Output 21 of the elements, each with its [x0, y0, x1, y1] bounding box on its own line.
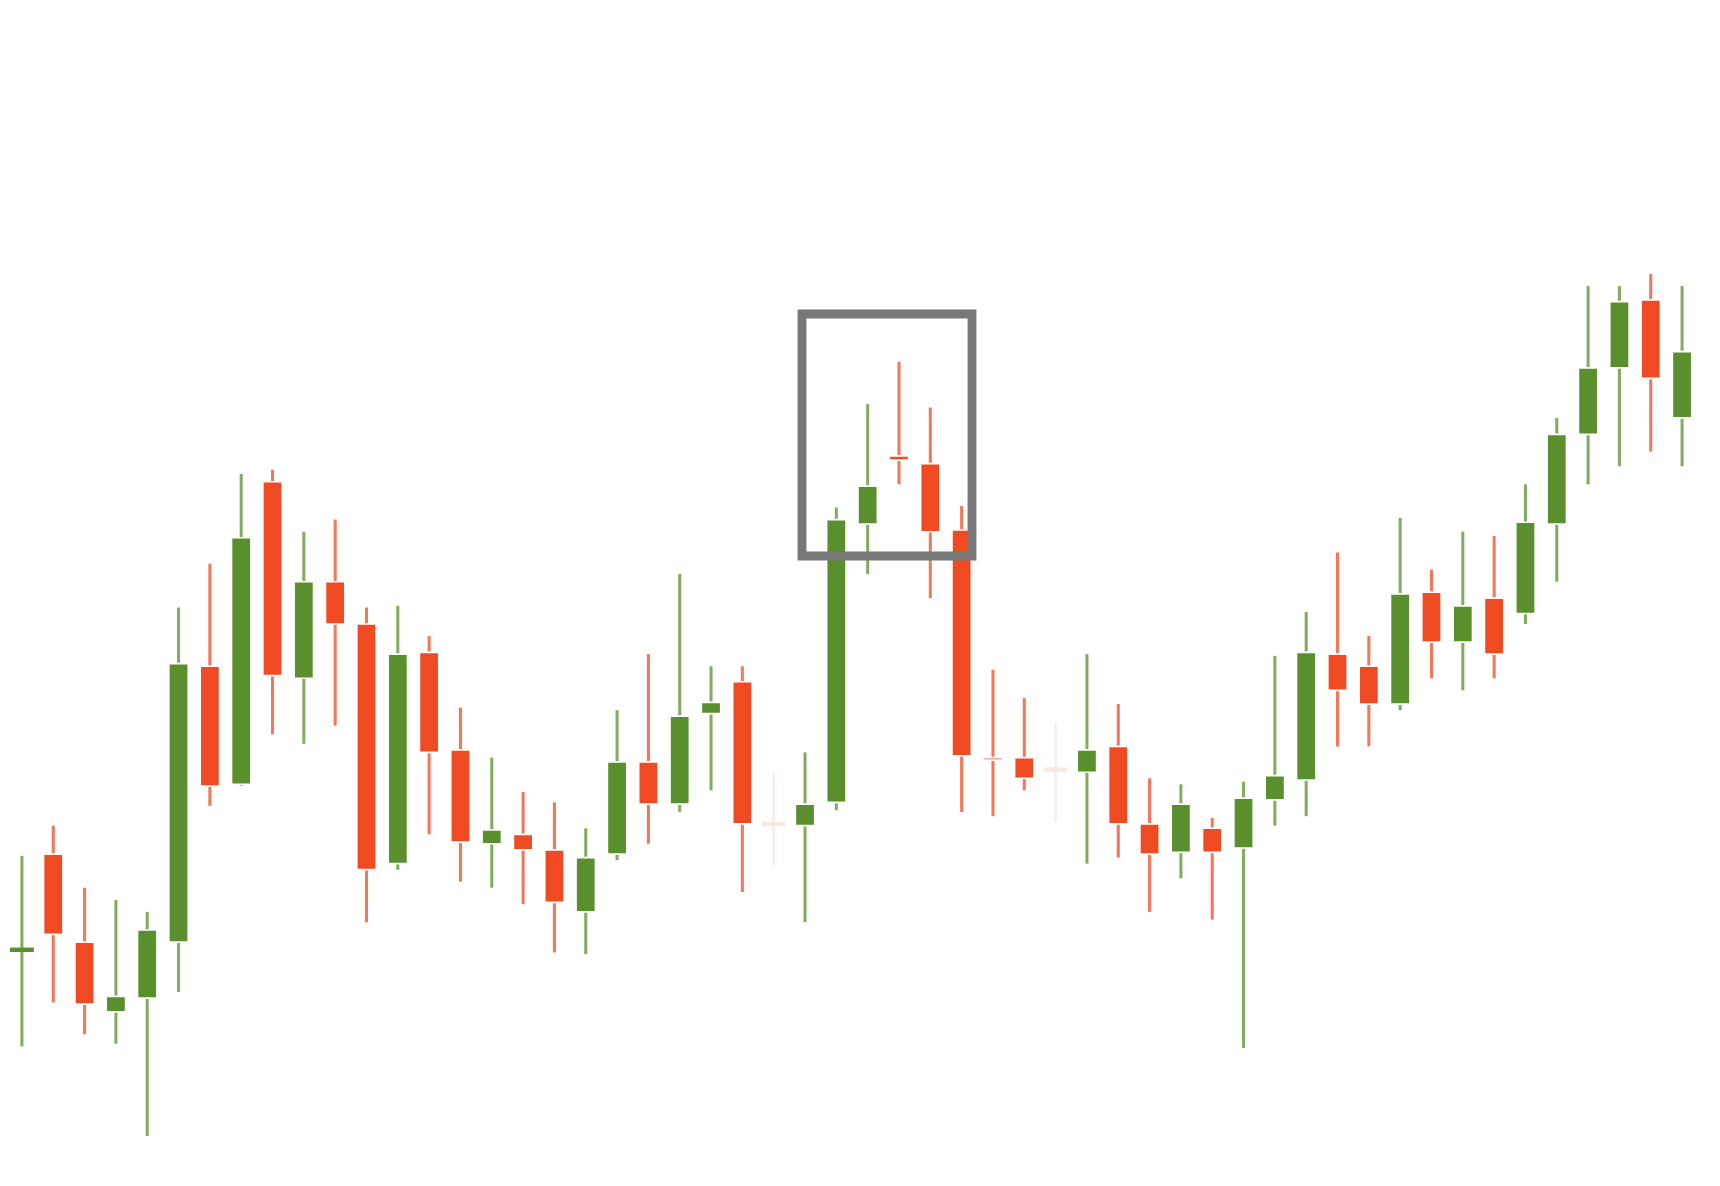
candlestick — [637, 652, 659, 846]
candlestick — [512, 790, 534, 906]
candlestick — [1264, 654, 1286, 828]
candlestick — [1043, 720, 1068, 824]
candlestick — [1326, 550, 1349, 748]
candlestick — [794, 750, 816, 924]
candlestick — [1076, 652, 1098, 866]
candlestick — [105, 898, 127, 1046]
candlestick — [10, 854, 34, 1048]
candlestick — [324, 518, 346, 728]
candlestick — [1139, 776, 1161, 914]
candlestick — [1201, 816, 1223, 922]
candlestick — [1452, 530, 1474, 692]
candlestick — [1013, 696, 1035, 792]
candlestick — [857, 402, 879, 576]
candlestick — [1358, 634, 1380, 748]
candlestick — [761, 770, 786, 868]
candlestick — [700, 664, 722, 792]
candlestick — [888, 360, 910, 486]
candlestick — [982, 668, 1004, 818]
candlestick — [481, 756, 503, 890]
